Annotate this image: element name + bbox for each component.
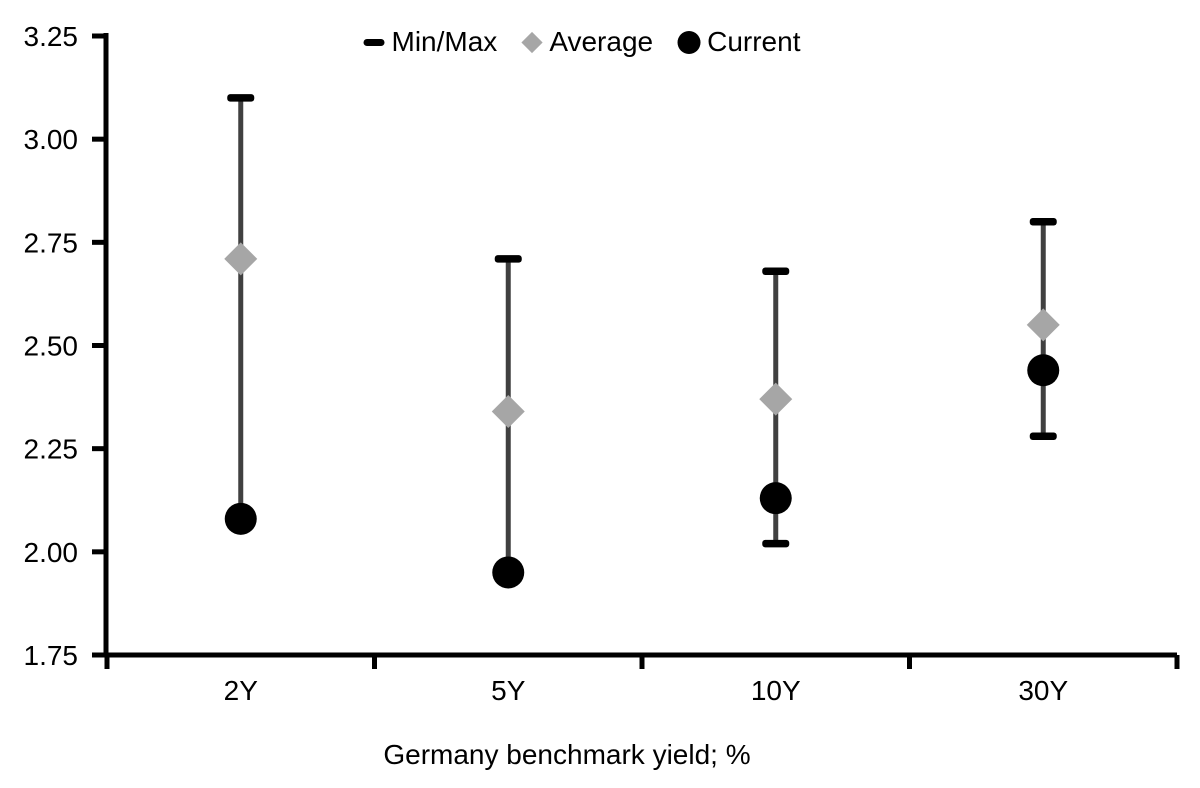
y-tick-label: 2.00 [24, 537, 79, 568]
min-cap-30Y [1029, 432, 1057, 441]
current-marker-2Y [224, 502, 257, 535]
average-marker-10Y [759, 382, 793, 416]
y-tick-label: 3.00 [24, 124, 79, 155]
legend-item-minmax: Min/Max [363, 26, 498, 58]
y-tick-label: 1.75 [24, 640, 79, 671]
x-category-label: 30Y [1018, 675, 1068, 706]
average-marker-2Y [224, 242, 258, 276]
y-tick-label: 3.25 [24, 21, 79, 52]
x-axis-title: Germany benchmark yield; % [383, 739, 750, 770]
average-diamond-icon [521, 31, 543, 53]
max-cap-2Y [227, 94, 255, 102]
max-cap-10Y [762, 267, 790, 275]
x-category-label: 5Y [491, 675, 526, 706]
x-category-label: 2Y [224, 675, 259, 706]
average-marker-5Y [491, 395, 525, 429]
legend: Min/Max Average Current [363, 26, 800, 58]
max-cap-30Y [1029, 217, 1057, 226]
average-marker-30Y [1026, 308, 1060, 342]
minmax-dash-icon [363, 38, 385, 46]
min-cap-10Y [762, 539, 790, 548]
current-marker-5Y [492, 556, 525, 589]
legend-label-minmax: Min/Max [391, 26, 498, 57]
legend-label-average: Average [549, 26, 654, 57]
legend-item-current: Current [677, 26, 800, 58]
current-marker-30Y [1027, 354, 1060, 387]
current-marker-10Y [759, 482, 792, 515]
x-category-label: 10Y [751, 675, 801, 706]
max-cap-5Y [494, 255, 522, 263]
current-circle-icon [677, 30, 701, 54]
y-tick-label: 2.50 [24, 331, 79, 362]
legend-label-current: Current [707, 26, 801, 57]
y-tick-label: 2.25 [24, 434, 79, 465]
y-tick-label: 2.75 [24, 227, 79, 258]
legend-item-average: Average [521, 26, 653, 58]
